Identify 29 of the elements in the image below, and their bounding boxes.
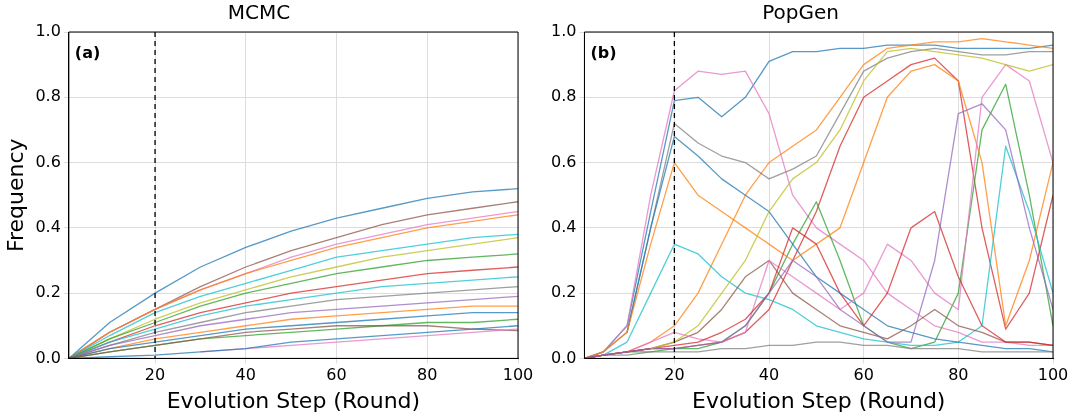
x-tick-label: 100: [502, 365, 534, 385]
y-tick-label: 1.0: [35, 21, 61, 41]
y-tick-label: 0.8: [35, 86, 61, 106]
x-axis-title: Evolution Step (Round): [166, 387, 421, 413]
y-tick-label: 0.4: [550, 217, 577, 236]
x-tick-label: 80: [417, 365, 438, 385]
y-tick-label: 0.6: [35, 151, 61, 171]
x-tick-label: 40: [235, 365, 256, 385]
x-tick-label: 60: [326, 365, 347, 385]
y-tick-label: 0.0: [550, 347, 577, 367]
annotation: (b): [590, 43, 617, 63]
y-tick-label: 0.0: [35, 347, 61, 367]
x-tick-label: 100: [1037, 365, 1069, 385]
y-tick-label: 1.0: [550, 21, 577, 41]
x-tick-label: 20: [664, 365, 685, 385]
x-tick-label: 60: [853, 365, 874, 385]
y-tick-label: 0.2: [35, 282, 61, 302]
x-tick-label: 80: [948, 365, 969, 385]
x-tick-label: 20: [144, 365, 166, 385]
chart-title: PopGen: [762, 0, 839, 25]
y-tick-label: 0.8: [550, 86, 577, 106]
x-axis-title: Evolution Step (Round): [692, 387, 946, 413]
chart-title: MCMC: [227, 0, 291, 25]
y-axis-title: Frequency: [2, 138, 28, 253]
y-tick-label: 0.2: [550, 282, 577, 302]
annotation: (a): [74, 43, 101, 63]
x-tick-label: 40: [758, 365, 780, 385]
y-tick-label: 0.4: [35, 217, 61, 236]
y-tick-label: 0.6: [550, 151, 577, 171]
